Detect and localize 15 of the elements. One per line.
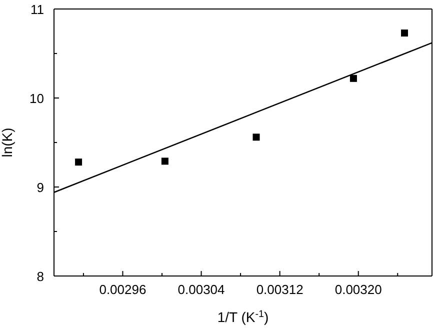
point: [161, 158, 168, 165]
y-tick-label: 9: [36, 180, 44, 195]
x-axis-title: 1/T (K$^{-1}$): [217, 308, 269, 325]
x-tick-label: 0.00320: [334, 282, 382, 297]
point: [401, 30, 408, 37]
point: [252, 134, 260, 141]
point: [350, 74, 357, 82]
x-tick-label: 0.00312: [256, 282, 304, 297]
y-tick-label: 10: [30, 91, 44, 106]
x-tick-label: 0.00304: [178, 282, 225, 297]
point: [75, 158, 82, 166]
y-tick-label: 8: [36, 269, 44, 284]
x-tick-label: 0.00296: [99, 282, 146, 297]
y-tick-label: 11: [30, 2, 44, 17]
y-axis-title: ln(K): [0, 128, 15, 158]
